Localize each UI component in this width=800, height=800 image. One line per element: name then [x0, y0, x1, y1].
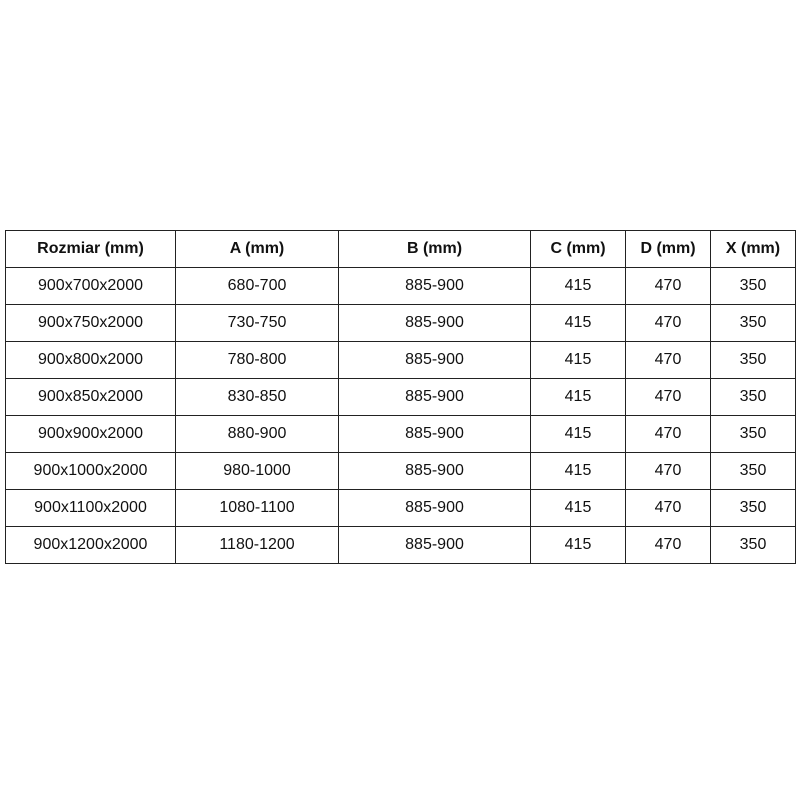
cell-d: 470	[625, 304, 711, 342]
cell-a: 780-800	[175, 341, 339, 379]
cell-x: 350	[710, 378, 796, 416]
cell-a: 1080-1100	[175, 489, 339, 527]
cell-c: 415	[530, 304, 626, 342]
cell-a: 730-750	[175, 304, 339, 342]
cell-b: 885-900	[338, 304, 531, 342]
cell-d: 470	[625, 489, 711, 527]
cell-b: 885-900	[338, 452, 531, 490]
cell-size: 900x750x2000	[5, 304, 176, 342]
header-size: Rozmiar (mm)	[5, 230, 176, 268]
cell-a: 980-1000	[175, 452, 339, 490]
header-x: X (mm)	[710, 230, 796, 268]
table-row: 900x700x2000 680-700 885-900 415 470 350	[5, 267, 796, 305]
cell-size: 900x1100x2000	[5, 489, 176, 527]
cell-d: 470	[625, 452, 711, 490]
cell-size: 900x800x2000	[5, 341, 176, 379]
header-row: Rozmiar (mm) A (mm) B (mm) C (mm) D (mm) X (m…	[5, 230, 796, 268]
cell-c: 415	[530, 378, 626, 416]
cell-d: 470	[625, 378, 711, 416]
cell-x: 350	[710, 415, 796, 453]
cell-x: 350	[710, 452, 796, 490]
table-row: 900x1200x2000 1180-1200 885-900 415 470 350	[5, 526, 796, 564]
cell-c: 415	[530, 452, 626, 490]
cell-b: 885-900	[338, 267, 531, 305]
cell-c: 415	[530, 489, 626, 527]
cell-size: 900x1000x2000	[5, 452, 176, 490]
cell-d: 470	[625, 526, 711, 564]
cell-a: 680-700	[175, 267, 339, 305]
cell-a: 1180-1200	[175, 526, 339, 564]
cell-b: 885-900	[338, 489, 531, 527]
cell-c: 415	[530, 415, 626, 453]
header-b: B (mm)	[338, 230, 531, 268]
cell-x: 350	[710, 489, 796, 527]
cell-b: 885-900	[338, 415, 531, 453]
header-c: C (mm)	[530, 230, 626, 268]
cell-d: 470	[625, 341, 711, 379]
cell-d: 470	[625, 267, 711, 305]
cell-c: 415	[530, 267, 626, 305]
cell-b: 885-900	[338, 526, 531, 564]
cell-a: 880-900	[175, 415, 339, 453]
cell-size: 900x700x2000	[5, 267, 176, 305]
table-row: 900x800x2000 780-800 885-900 415 470 350	[5, 341, 796, 379]
cell-b: 885-900	[338, 378, 531, 416]
cell-size: 900x1200x2000	[5, 526, 176, 564]
cell-size: 900x850x2000	[5, 378, 176, 416]
cell-x: 350	[710, 341, 796, 379]
dimensions-table: Rozmiar (mm) A (mm) B (mm) C (mm) D (mm) X (m…	[5, 230, 796, 564]
table-row: 900x850x2000 830-850 885-900 415 470 350	[5, 378, 796, 416]
cell-x: 350	[710, 304, 796, 342]
header-d: D (mm)	[625, 230, 711, 268]
table-row: 900x1000x2000 980-1000 885-900 415 470 350	[5, 452, 796, 490]
table-row: 900x750x2000 730-750 885-900 415 470 350	[5, 304, 796, 342]
cell-a: 830-850	[175, 378, 339, 416]
table-row: 900x900x2000 880-900 885-900 415 470 350	[5, 415, 796, 453]
header-a: A (mm)	[175, 230, 339, 268]
cell-c: 415	[530, 341, 626, 379]
cell-x: 350	[710, 526, 796, 564]
cell-b: 885-900	[338, 341, 531, 379]
cell-d: 470	[625, 415, 711, 453]
cell-size: 900x900x2000	[5, 415, 176, 453]
table-row: 900x1100x2000 1080-1100 885-900 415 470 350	[5, 489, 796, 527]
cell-x: 350	[710, 267, 796, 305]
cell-c: 415	[530, 526, 626, 564]
